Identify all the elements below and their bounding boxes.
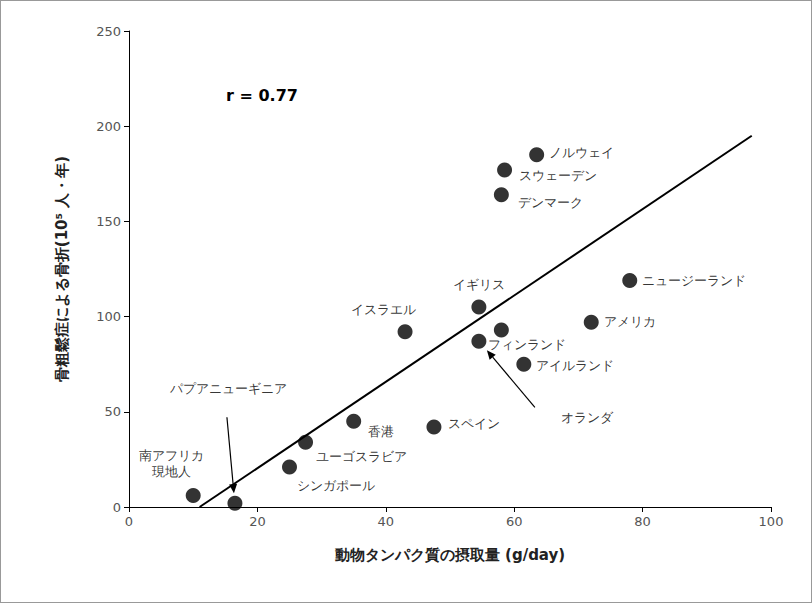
svg-text:ニュージーランド: ニュージーランド — [642, 273, 746, 288]
svg-text:スウェーデン: スウェーデン — [519, 168, 597, 183]
svg-text:ユーゴスラビア: ユーゴスラビア — [316, 449, 407, 464]
svg-text:フィンランド: フィンランド — [488, 337, 566, 352]
svg-text:200: 200 — [96, 119, 121, 134]
svg-text:0: 0 — [113, 500, 121, 515]
svg-text:イギリス: イギリス — [453, 277, 505, 292]
svg-text:スペイン: スペイン — [448, 416, 500, 431]
svg-text:ノルウェイ: ノルウェイ — [549, 145, 614, 160]
svg-text:20: 20 — [249, 514, 266, 529]
svg-text:イスラエル: イスラエル — [351, 302, 416, 317]
svg-text:オランダ: オランダ — [561, 410, 614, 425]
svg-text:アイルランド: アイルランド — [536, 358, 614, 373]
svg-text:150: 150 — [96, 214, 121, 229]
svg-text:100: 100 — [759, 514, 784, 529]
svg-text:アメリカ: アメリカ — [604, 314, 656, 329]
svg-text:250: 250 — [96, 24, 121, 39]
svg-text:シンガポール: シンガポール — [297, 478, 375, 493]
svg-text:100: 100 — [96, 309, 121, 324]
svg-text:0: 0 — [125, 514, 133, 529]
svg-text:動物タンパク質の摂取量 (g/day): 動物タンパク質の摂取量 (g/day) — [334, 546, 565, 564]
svg-text:南アフリカ: 南アフリカ — [139, 448, 204, 463]
svg-text:パプアニューギニア: パプアニューギニア — [169, 381, 287, 396]
svg-text:香港: 香港 — [368, 424, 394, 439]
svg-text:骨粗鬆症による骨折(10⁵ 人・年): 骨粗鬆症による骨折(10⁵ 人・年) — [53, 156, 71, 382]
svg-text:60: 60 — [506, 514, 523, 529]
svg-text:デンマーク: デンマーク — [518, 195, 583, 210]
svg-text:40: 40 — [378, 514, 395, 529]
svg-text:80: 80 — [634, 514, 651, 529]
svg-text:現地人: 現地人 — [152, 464, 191, 479]
svg-text:50: 50 — [104, 404, 121, 419]
svg-text:r = 0.77: r = 0.77 — [226, 86, 298, 105]
